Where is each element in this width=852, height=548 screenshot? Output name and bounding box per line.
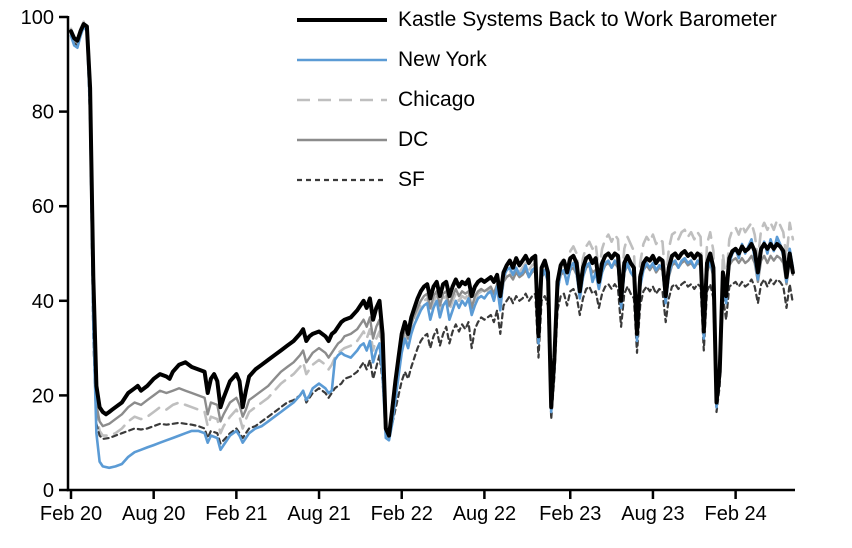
y-tick-label: 100 xyxy=(21,7,54,29)
x-tick-label: Feb 20 xyxy=(40,503,102,525)
barometer-line-sample-icon xyxy=(297,18,387,22)
legend-label-chicago: Chicago xyxy=(398,88,476,111)
sf-line-sample-icon xyxy=(297,178,387,182)
y-tick-label: 40 xyxy=(32,291,54,313)
x-tick-label: Aug 20 xyxy=(122,503,185,525)
new-york-line-sample-icon xyxy=(297,58,387,62)
legend-item-sf: SF xyxy=(296,160,777,200)
series-line-chicago xyxy=(69,20,795,437)
series-line-new-york xyxy=(69,25,795,470)
legend-label-new-york: New York xyxy=(398,48,487,71)
x-tick-label: Aug 21 xyxy=(287,503,350,525)
legend-item-new-york: New York xyxy=(296,40,777,80)
legend-item-chicago: Chicago xyxy=(296,80,777,120)
chicago-line-sample-icon xyxy=(297,98,387,102)
y-tick-label: 80 xyxy=(32,102,54,124)
series-line-sf xyxy=(69,25,795,445)
x-tick-label: Aug 23 xyxy=(621,503,684,525)
x-tick-label: Feb 23 xyxy=(539,503,601,525)
legend-label-dc: DC xyxy=(398,128,429,151)
chart-legend: Kastle Systems Back to Work Barometer Ne… xyxy=(296,0,777,200)
dc-line-sample-icon xyxy=(297,138,387,142)
legend-item-dc: DC xyxy=(296,120,777,160)
legend-label-barometer: Kastle Systems Back to Work Barometer xyxy=(398,8,777,31)
y-tick-label: 20 xyxy=(32,385,54,407)
series-line-dc xyxy=(69,22,795,440)
x-tick-label: Feb 24 xyxy=(704,503,766,525)
legend-item-barometer: Kastle Systems Back to Work Barometer xyxy=(296,0,777,40)
y-tick-label: 60 xyxy=(32,196,54,218)
x-tick-label: Aug 22 xyxy=(453,503,516,525)
legend-label-sf: SF xyxy=(398,168,425,191)
x-tick-label: Feb 21 xyxy=(205,503,267,525)
y-tick-label: 0 xyxy=(43,480,54,502)
x-tick-label: Feb 22 xyxy=(371,503,433,525)
series-line-kastle-systems-back-to-work-barometer xyxy=(69,22,795,438)
